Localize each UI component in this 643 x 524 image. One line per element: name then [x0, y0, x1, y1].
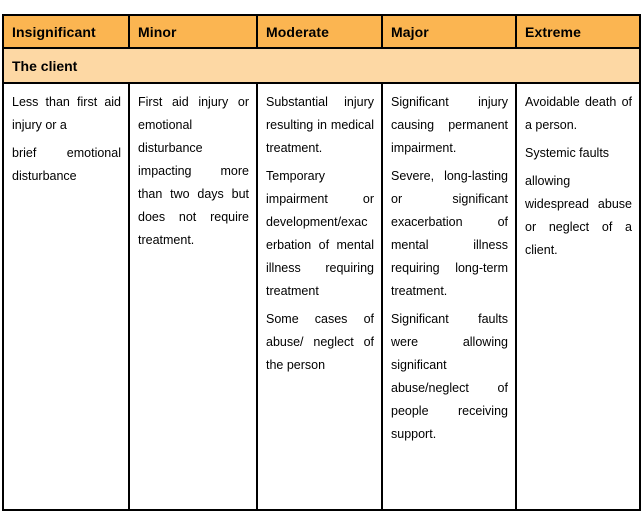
header-cell-major: Major: [381, 14, 517, 49]
cell-extreme-description: Avoidable death of a person. Systemic fau…: [515, 82, 641, 511]
cell-paragraph: Severe, long-lasting or significant exac…: [391, 169, 508, 298]
section-cell-the-client: The client: [2, 47, 641, 84]
cell-paragraph: Less than first aid injury or a: [12, 95, 121, 132]
cell-paragraph: Substantial injury resulting in medical …: [266, 95, 374, 155]
header-cell-moderate: Moderate: [256, 14, 383, 49]
header-cell-extreme: Extreme: [515, 14, 641, 49]
header-row: Insignificant Minor Moderate Major Extre…: [2, 14, 641, 49]
cell-moderate-description: Substantial injury resulting in medical …: [256, 82, 383, 511]
section-row: The client: [2, 47, 641, 84]
cell-paragraph: Significant injury causing permanent imp…: [391, 95, 508, 155]
cell-paragraph: allowing widespread abuse or neglect of …: [525, 174, 632, 257]
cell-paragraph: Significant faults were allowing signifi…: [391, 312, 508, 441]
header-cell-insignificant: Insignificant: [2, 14, 130, 49]
risk-matrix-table: Insignificant Minor Moderate Major Extre…: [2, 14, 641, 511]
header-cell-minor: Minor: [128, 14, 258, 49]
cell-paragraph: brief emotional disturbance: [12, 146, 121, 183]
cell-insignificant-description: Less than first aid injury or a brief emo…: [2, 82, 130, 511]
cell-paragraph: Avoidable death of a person.: [525, 95, 632, 132]
cell-paragraph: Temporary impairment or development/exac…: [266, 169, 374, 298]
cell-minor-description: First aid injury or emotional disturbanc…: [128, 82, 258, 511]
body-row: Less than first aid injury or a brief emo…: [2, 82, 641, 511]
cell-paragraph: Systemic faults: [525, 146, 610, 160]
cell-paragraph: First aid injury or emotional disturbanc…: [138, 95, 249, 247]
cell-paragraph: Some cases of abuse/ neglect of the pers…: [266, 312, 374, 372]
cell-major-description: Significant injury causing permanent imp…: [381, 82, 517, 511]
